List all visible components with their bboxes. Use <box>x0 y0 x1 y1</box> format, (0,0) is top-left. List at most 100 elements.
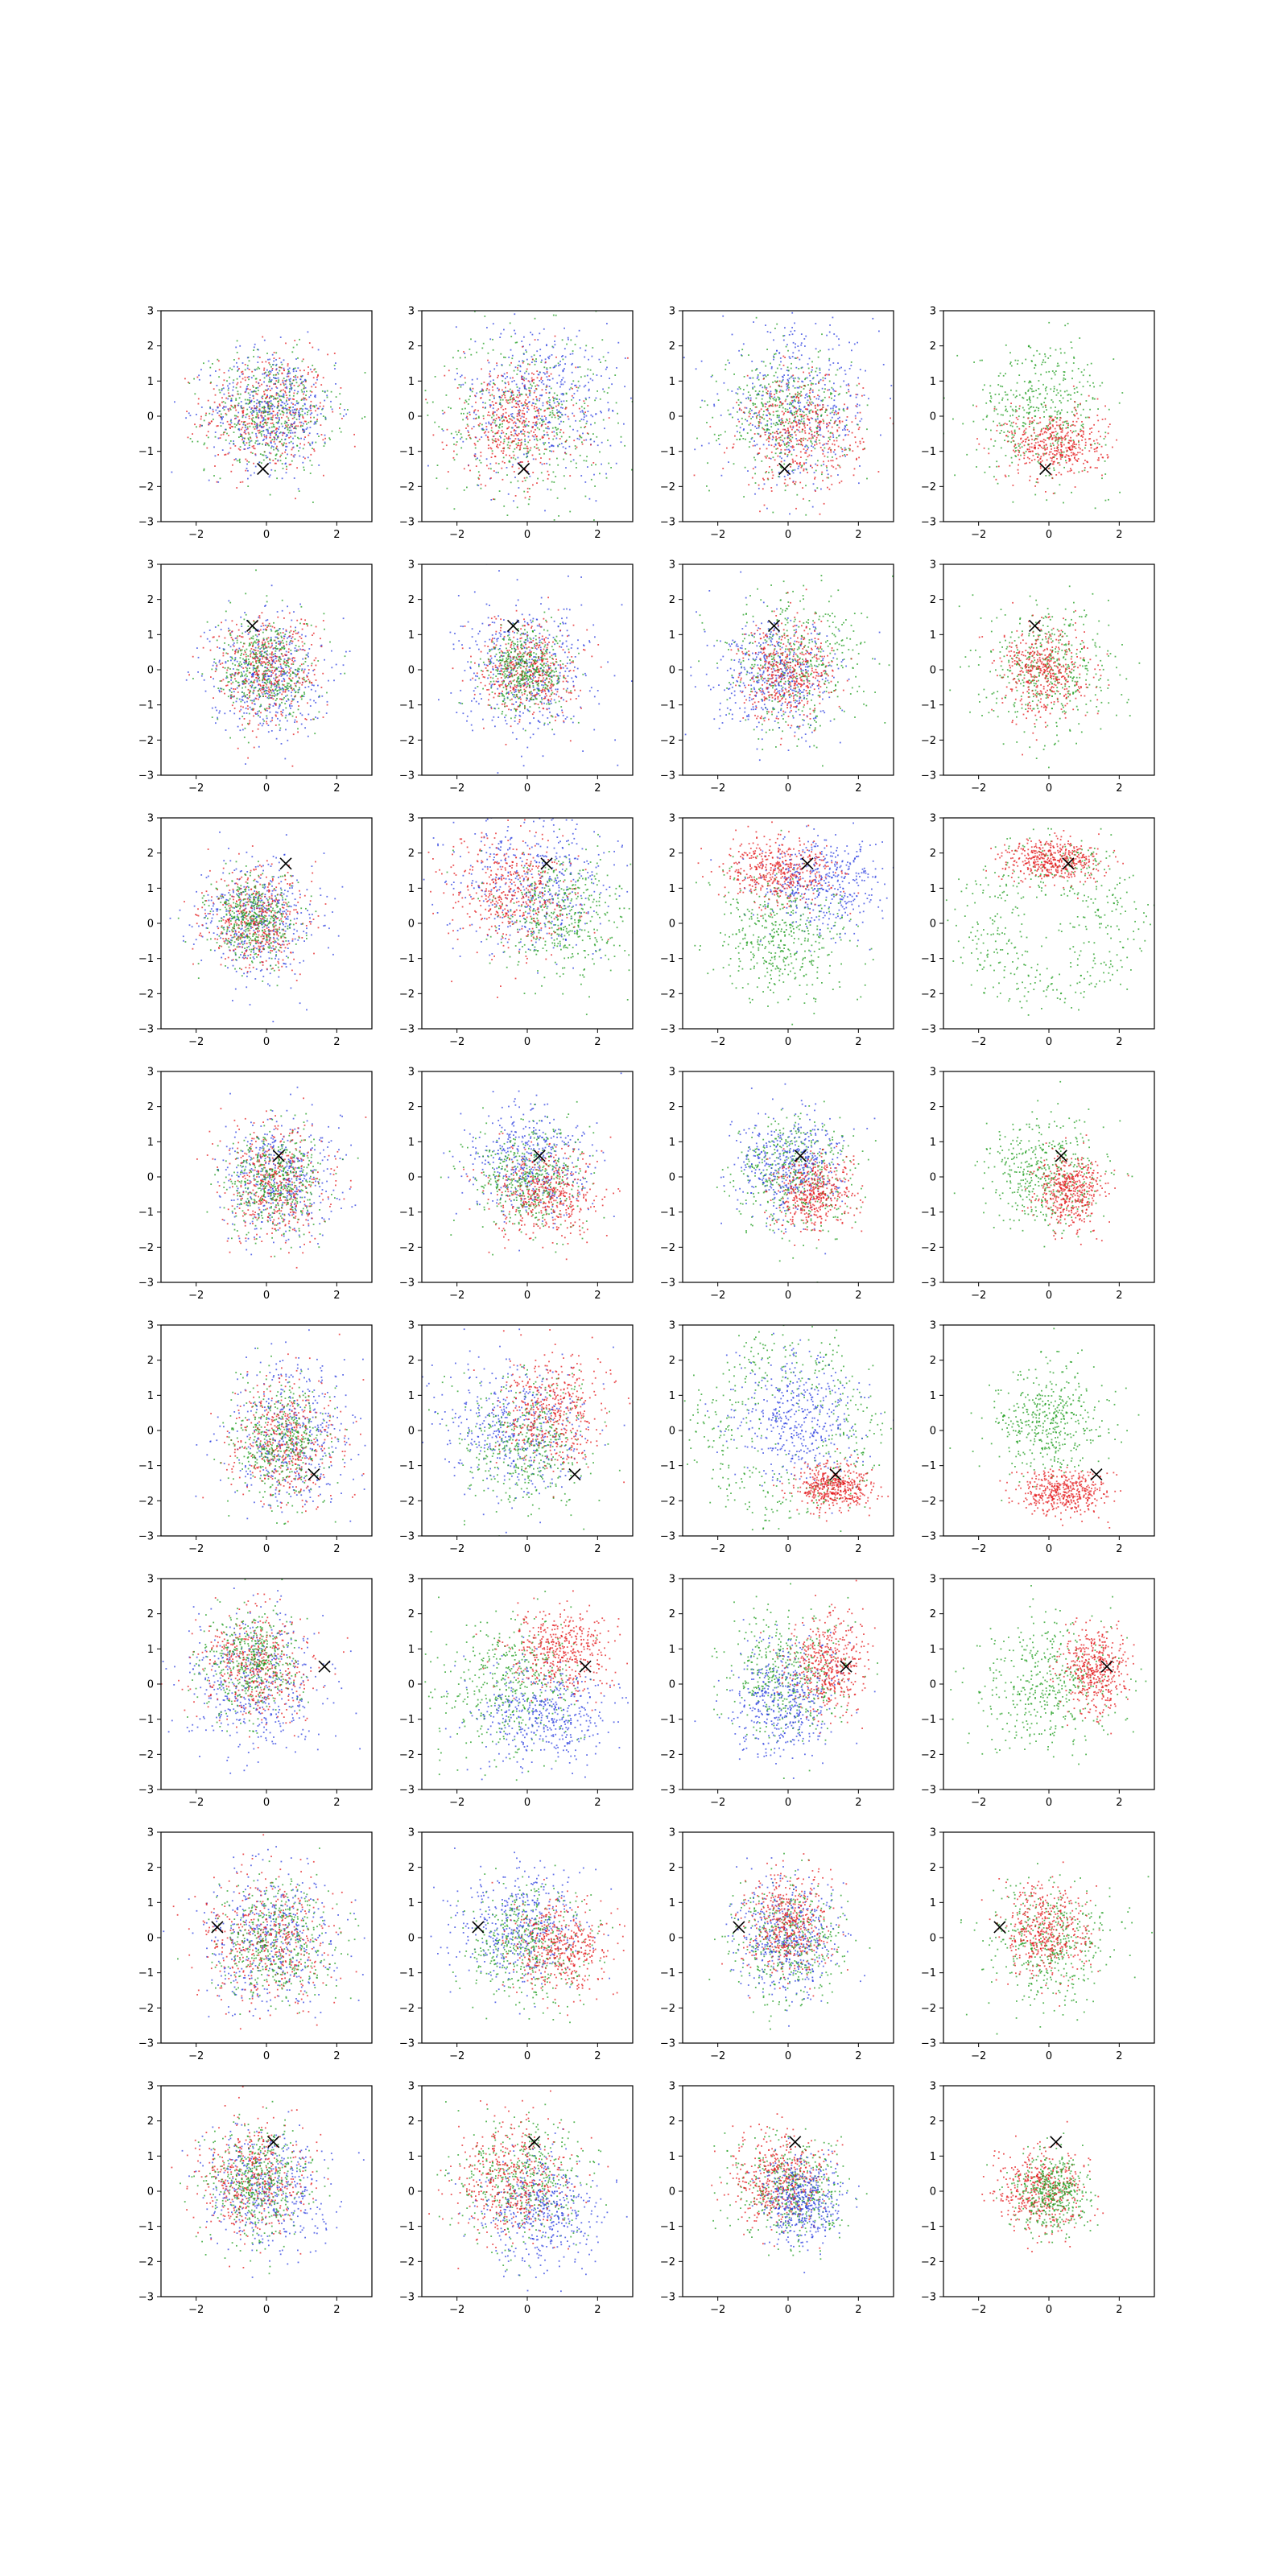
data-point-green <box>469 395 471 398</box>
data-point-green <box>193 378 195 380</box>
data-point-green <box>756 368 758 370</box>
data-point-green <box>301 381 303 383</box>
data-point-blue <box>835 411 837 413</box>
data-point-red <box>809 392 811 394</box>
data-point-blue <box>858 482 860 485</box>
data-point-green <box>824 411 827 413</box>
x-marker <box>518 462 530 476</box>
scatter-points <box>171 311 366 503</box>
data-point-green <box>579 454 581 456</box>
data-point-red <box>758 410 761 412</box>
data-point-green <box>505 390 506 393</box>
data-point-red <box>772 436 774 439</box>
data-point-green <box>361 417 363 419</box>
data-point-blue <box>502 415 504 417</box>
data-point-red <box>795 481 797 483</box>
data-point-red <box>587 405 589 407</box>
data-point-red <box>592 462 595 464</box>
data-point-red <box>456 387 459 389</box>
data-point-blue <box>780 419 782 421</box>
data-point-red <box>511 401 514 403</box>
data-point-green <box>465 401 468 402</box>
data-point-red <box>742 411 745 414</box>
data-point-blue <box>287 372 290 374</box>
data-point-red <box>799 431 801 433</box>
data-point-green <box>1035 407 1038 409</box>
data-point-green <box>769 397 771 398</box>
y-tick-label: −1 <box>399 446 415 458</box>
data-point-red <box>1039 444 1041 447</box>
data-point-green <box>234 426 237 428</box>
data-point-green <box>493 382 494 384</box>
data-point-red <box>795 422 798 424</box>
data-point-green <box>476 417 477 419</box>
data-point-red <box>207 399 209 402</box>
data-point-blue <box>554 341 555 342</box>
data-point-blue <box>300 437 302 440</box>
data-point-blue <box>532 458 535 460</box>
data-point-red <box>197 398 200 400</box>
data-point-green <box>857 423 859 426</box>
data-point-blue <box>718 444 720 445</box>
data-point-red <box>526 445 528 448</box>
data-point-green <box>1067 423 1069 424</box>
data-point-blue <box>477 457 478 460</box>
data-point-red <box>790 426 792 428</box>
data-point-blue <box>267 404 269 407</box>
data-point-green <box>237 390 239 393</box>
data-point-green <box>277 421 279 423</box>
data-point-green <box>1015 447 1018 448</box>
data-point-red <box>1070 425 1071 427</box>
data-point-blue <box>559 398 560 401</box>
data-point-red <box>529 363 530 365</box>
data-point-blue <box>561 379 563 381</box>
data-point-red <box>795 507 797 510</box>
data-point-blue <box>803 422 805 424</box>
data-point-blue <box>805 450 807 452</box>
data-point-green <box>223 409 225 411</box>
data-point-red <box>225 412 227 415</box>
data-point-blue <box>766 414 767 416</box>
data-point-green <box>288 429 291 431</box>
data-point-blue <box>489 404 491 406</box>
data-point-red <box>1051 438 1054 440</box>
data-point-red <box>242 407 245 409</box>
data-point-red <box>834 449 836 451</box>
data-point-red <box>1088 433 1091 435</box>
data-point-red <box>1052 463 1055 465</box>
data-point-red <box>1067 455 1069 456</box>
data-point-blue <box>777 428 779 431</box>
data-point-green <box>554 365 556 367</box>
data-point-blue <box>292 446 295 448</box>
data-point-green <box>743 376 745 378</box>
data-point-green <box>561 339 564 341</box>
data-point-blue <box>263 381 265 383</box>
data-point-green <box>800 440 802 442</box>
data-point-green <box>527 451 530 453</box>
data-point-green <box>1028 398 1030 399</box>
data-point-red <box>497 438 499 440</box>
data-point-red <box>800 441 803 443</box>
data-point-red <box>1056 424 1058 427</box>
data-point-red <box>547 426 549 427</box>
data-point-red <box>792 481 795 483</box>
data-point-green <box>272 423 275 426</box>
data-point-green <box>772 382 774 383</box>
data-point-red <box>1088 438 1090 440</box>
data-point-blue <box>523 453 525 456</box>
data-point-red <box>579 434 580 436</box>
data-point-green <box>514 400 517 402</box>
data-point-blue <box>492 407 494 410</box>
data-point-green <box>1051 399 1053 401</box>
data-point-red <box>510 434 513 436</box>
data-point-green <box>989 466 991 468</box>
data-point-red <box>232 464 233 466</box>
data-point-green <box>1078 441 1080 444</box>
data-point-green <box>565 393 568 395</box>
data-point-green <box>786 446 788 448</box>
data-point-green <box>275 398 277 399</box>
data-point-red <box>1074 415 1075 416</box>
data-point-green <box>787 441 789 444</box>
data-point-green <box>607 440 609 441</box>
